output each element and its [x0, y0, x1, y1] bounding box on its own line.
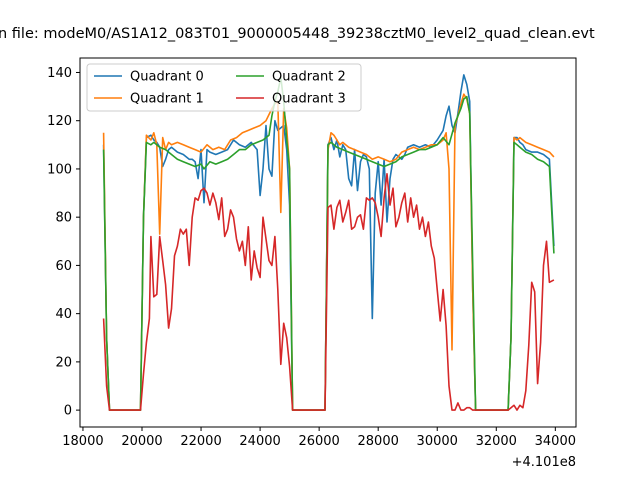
x-tick-label: 22000: [180, 434, 221, 449]
series-line-quadrant-3: [102, 173, 555, 411]
series-line-quadrant-2: [102, 76, 555, 411]
y-axis: 0 20 40 60 80 100 120 140: [47, 66, 80, 419]
x-tick-label: 24000: [239, 434, 280, 449]
legend: Quadrant 0 Quadrant 1 Quadrant 2 Quadrant 3: [86, 63, 362, 112]
chart-title: n file: modeM0/AS1A12_083T01_9000005448_…: [0, 26, 595, 42]
x-tick-label: 28000: [358, 434, 399, 449]
legend-label: Quadrant 1: [130, 92, 204, 107]
y-tick-label: 100: [47, 162, 72, 177]
legend-frame: [86, 63, 362, 112]
x-tick-label: 30000: [417, 434, 458, 449]
plot-frame: [79, 57, 577, 428]
legend-label: Quadrant 0: [130, 70, 204, 85]
y-tick-label: 40: [55, 307, 72, 322]
y-tick-label: 140: [47, 66, 72, 81]
x-tick-label: 34000: [535, 434, 576, 449]
series-line-quadrant-0: [102, 74, 555, 411]
series-line-quadrant-1: [102, 93, 555, 411]
y-tick-label: 60: [55, 259, 72, 274]
x-tick-label: 20000: [121, 434, 162, 449]
x-tick-label: 32000: [476, 434, 517, 449]
series-layer: [102, 74, 555, 411]
y-tick-label: 20: [55, 355, 72, 370]
legend-label: Quadrant 2: [272, 70, 346, 85]
y-tick-label: 80: [55, 211, 72, 226]
x-offset-label: +4.101e8: [512, 455, 576, 470]
y-tick-label: 120: [47, 114, 72, 129]
x-tick-label: 18000: [62, 434, 103, 449]
x-tick-label: 26000: [298, 434, 339, 449]
y-tick-label: 0: [64, 404, 72, 419]
legend-label: Quadrant 3: [272, 92, 346, 107]
x-axis: 18000 20000 22000 24000 26000 28000 30000 32000…: [62, 427, 576, 449]
